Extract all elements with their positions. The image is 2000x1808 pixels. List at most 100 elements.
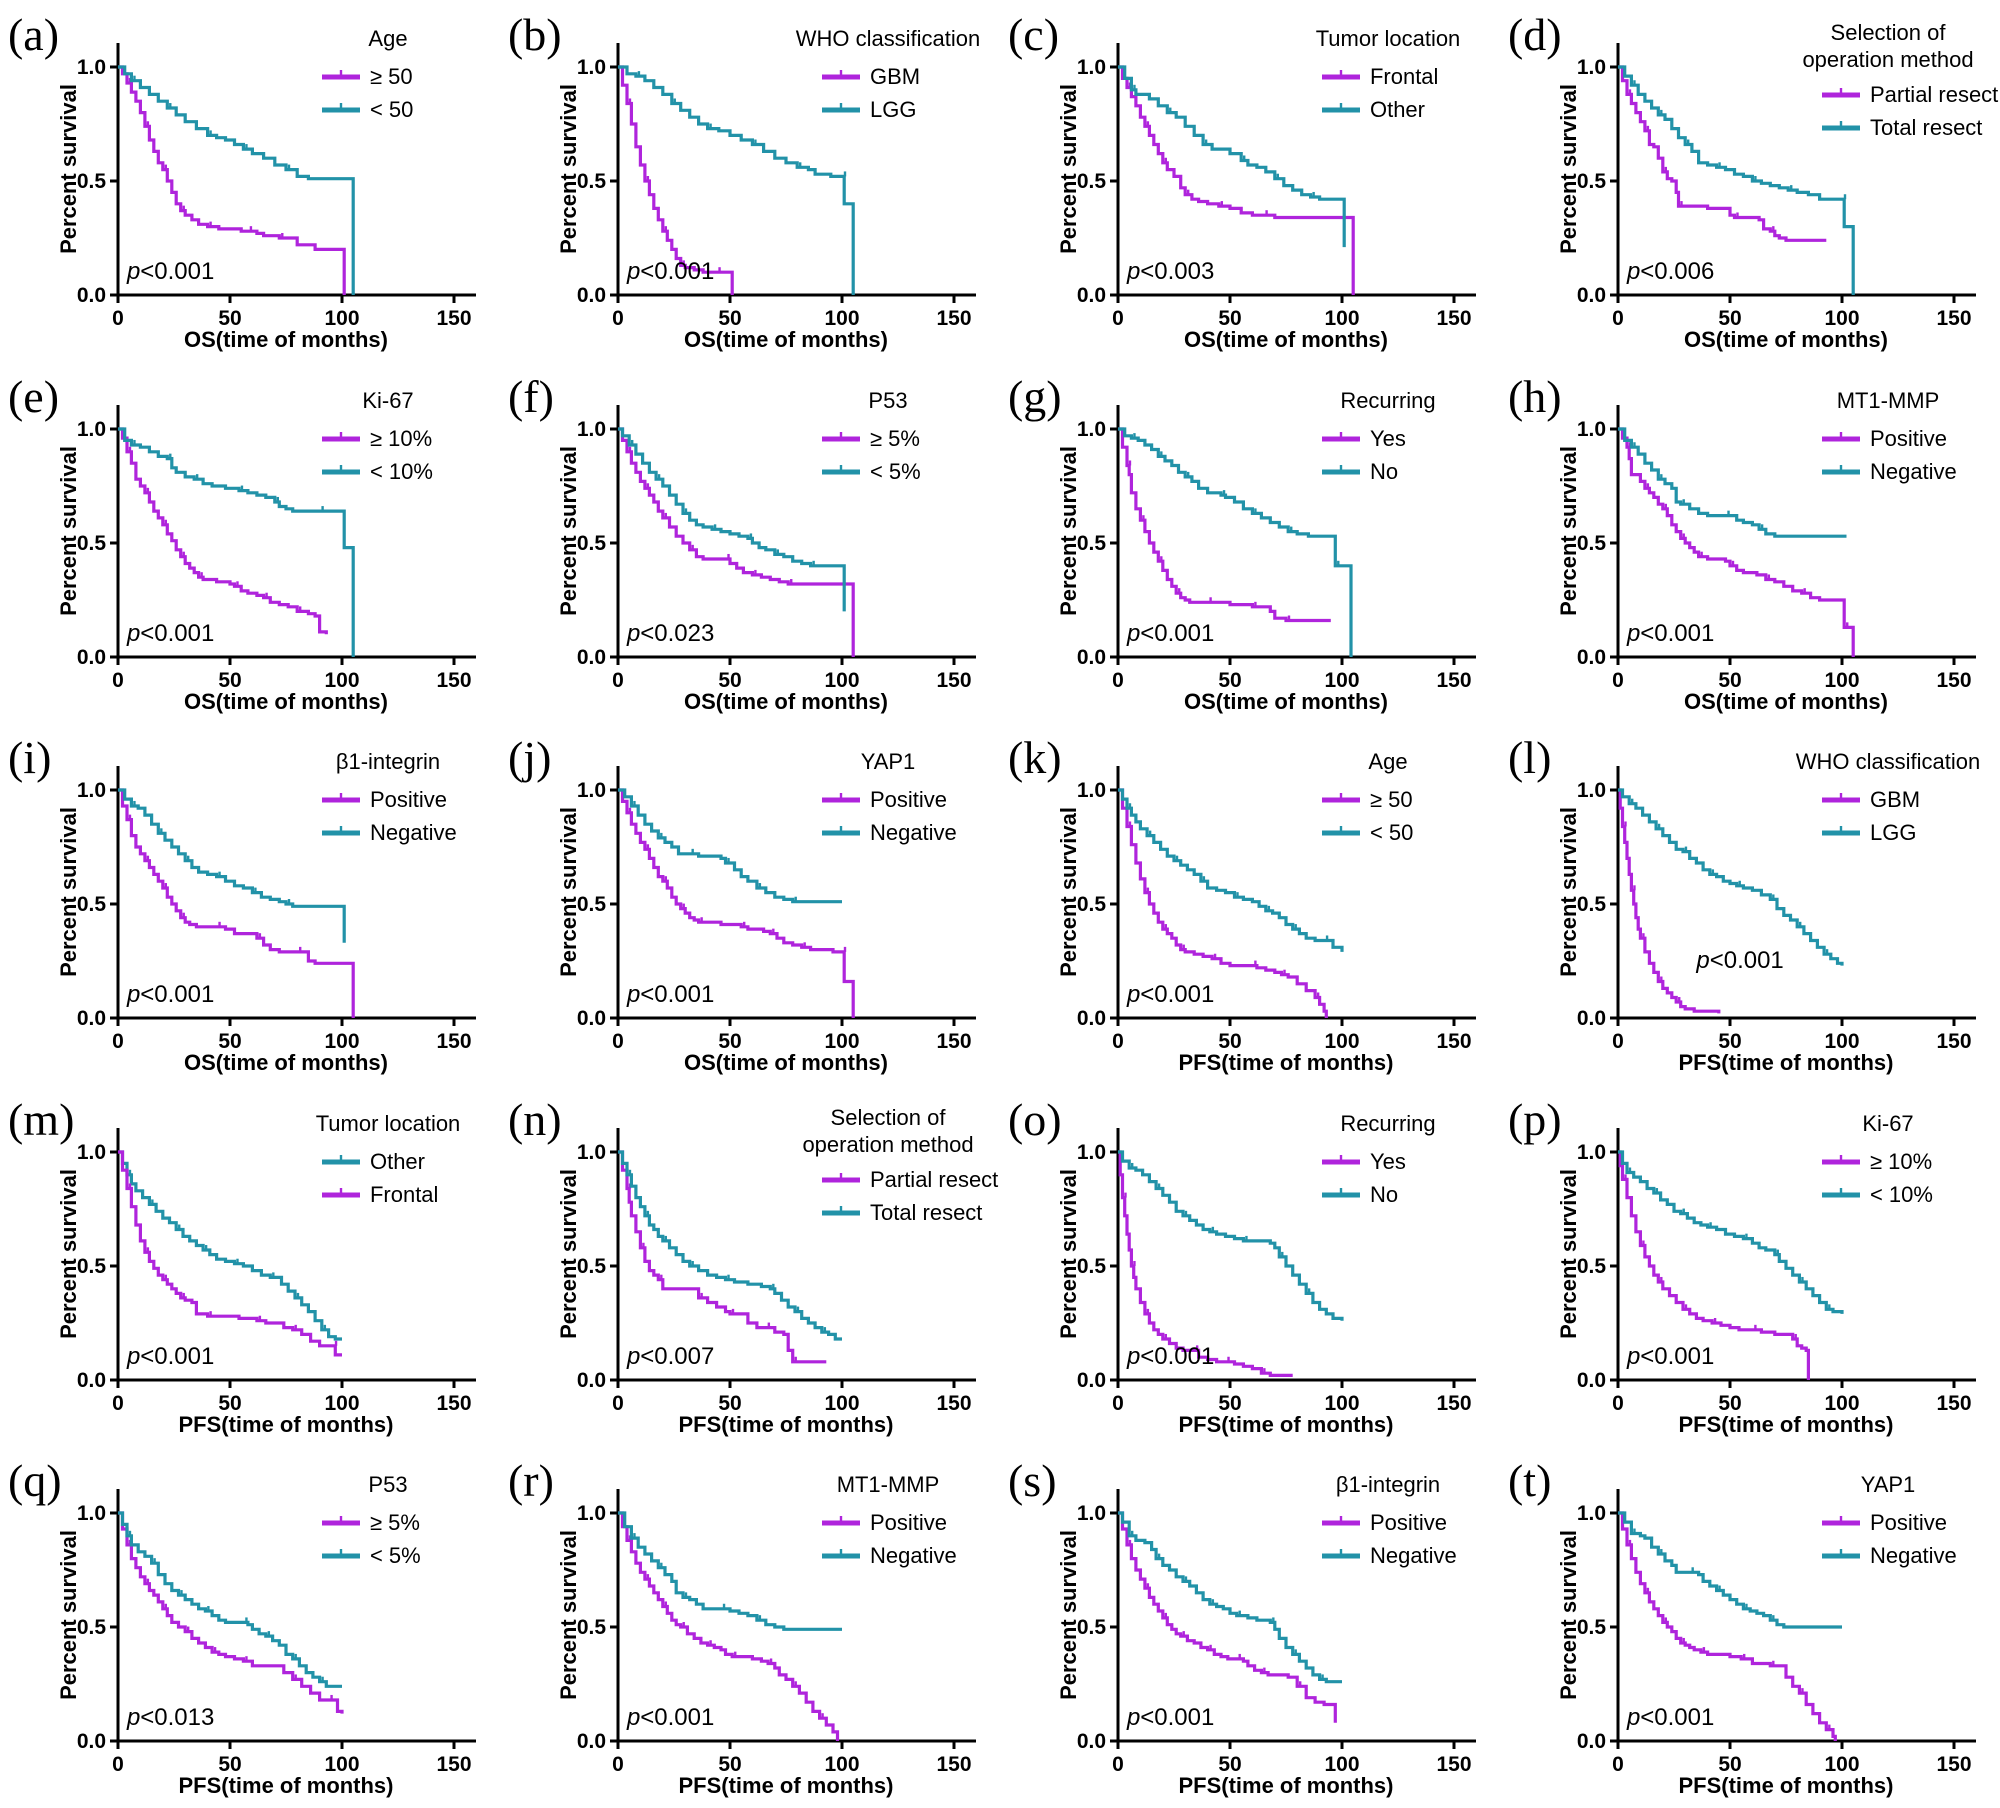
x-tick-label: 0 (1112, 669, 1124, 692)
x-tick-label: 150 (1936, 1030, 1971, 1053)
x-tick-label: 100 (1824, 1030, 1859, 1053)
x-tick-label: 50 (1718, 1392, 1741, 1415)
legend-title: Tumor location (1316, 26, 1461, 51)
km-curve-1 (118, 426, 328, 634)
panel-m: (m) 0.0 0.5 1.0 0 50 100 150 Percent survival PFS… (8, 1094, 476, 1437)
x-tick-label: 150 (1436, 307, 1471, 330)
km-curve-2 (618, 65, 855, 295)
km-curve-1 (618, 1150, 827, 1364)
km-curve-2 (1618, 65, 1855, 295)
x-tick-label: 150 (1436, 1030, 1471, 1053)
legend-entry-label: Total resect (1870, 115, 1982, 140)
p-value-label: p<0.001 (626, 258, 714, 285)
panel-label: (a) (8, 9, 59, 60)
legend: Ki-67 ≥ 10% < 10% (321, 388, 433, 484)
panel-label: (l) (1508, 732, 1551, 783)
y-tick-label: 0.5 (77, 170, 107, 193)
panel-b: (b) 0.0 0.5 1.0 0 50 100 150 Percent survival OS(… (508, 9, 980, 352)
y-tick-label: 0.0 (1077, 284, 1106, 307)
y-tick-label: 1.0 (1577, 779, 1606, 802)
legend-entry-label: LGG (1870, 820, 1916, 845)
p-value-label: p<0.023 (626, 620, 714, 647)
legend-entry-label: < 5% (370, 1543, 421, 1568)
x-tick-label: 100 (824, 1030, 859, 1053)
legend-title: WHO classification (1796, 749, 1980, 774)
km-curve-2 (618, 1150, 842, 1341)
axes (1616, 766, 1976, 1020)
y-tick-label: 0.0 (577, 1007, 606, 1030)
y-tick-label: 0.0 (1577, 1007, 1606, 1030)
y-tick-label: 0.0 (577, 646, 606, 669)
x-tick-label: 0 (612, 1753, 624, 1776)
panel-label: (h) (1508, 371, 1562, 422)
y-tick-label: 1.0 (577, 418, 606, 441)
p-value-label: p<0.001 (626, 981, 714, 1008)
y-tick-label: 1.0 (77, 1141, 106, 1164)
km-curve-2 (1118, 1150, 1344, 1321)
panel-label: (q) (8, 1455, 62, 1506)
x-tick-label: 50 (218, 1030, 241, 1053)
x-tick-label: 50 (1718, 307, 1741, 330)
y-axis-label: Percent survival (556, 1169, 581, 1339)
y-tick-label: 1.0 (1577, 1141, 1606, 1164)
x-tick-label: 100 (324, 1392, 359, 1415)
y-tick-label: 1.0 (77, 418, 106, 441)
x-tick-label: 50 (718, 1030, 741, 1053)
x-tick-label: 100 (1324, 307, 1359, 330)
y-tick-label: 0.5 (77, 1255, 107, 1278)
x-tick-label: 150 (1936, 307, 1971, 330)
y-tick-label: 1.0 (1577, 56, 1606, 79)
y-tick-label: 0.0 (1077, 1007, 1106, 1030)
x-tick-label: 0 (612, 307, 624, 330)
legend-entry-label: Positive (870, 1510, 947, 1535)
y-tick-label: 0.5 (1077, 170, 1107, 193)
p-value-label: p<0.001 (126, 258, 214, 285)
legend-title: Recurring (1340, 1111, 1435, 1136)
x-axis-label: OS(time of months) (1684, 327, 1888, 352)
x-tick-label: 150 (936, 1030, 971, 1053)
legend-entry-label: ≥ 50 (370, 64, 413, 89)
x-tick-label: 50 (218, 1753, 241, 1776)
km-curve-2 (1118, 65, 1346, 248)
y-tick-label: 0.0 (1577, 284, 1606, 307)
panel-label: (j) (508, 732, 551, 783)
legend: MT1-MMP Positive Negative (1821, 388, 1957, 484)
x-tick-label: 50 (1218, 669, 1241, 692)
x-axis-label: OS(time of months) (184, 1050, 388, 1075)
x-axis-label: OS(time of months) (684, 1050, 888, 1075)
panel-f: (f) 0.0 0.5 1.0 0 50 100 150 Percent survival OS(… (508, 371, 976, 714)
legend: P53 ≥ 5% < 5% (821, 388, 921, 484)
p-value-label: p<0.001 (1126, 981, 1214, 1008)
x-tick-label: 100 (824, 1753, 859, 1776)
y-tick-label: 0.0 (1077, 1730, 1106, 1753)
panel-n: (n) 0.0 0.5 1.0 0 50 100 150 Percent survival PFS… (508, 1094, 998, 1437)
panel-label: (s) (1008, 1455, 1057, 1506)
p-value-label: p<0.001 (1626, 1343, 1714, 1370)
legend: Age ≥ 50 < 50 (1321, 749, 1413, 845)
legend-entry-label: < 10% (370, 459, 433, 484)
panel-d: (d) 0.0 0.5 1.0 0 50 100 150 Percent survival OS(… (1508, 9, 1998, 352)
y-tick-label: 1.0 (577, 1502, 606, 1525)
x-tick-label: 150 (936, 1392, 971, 1415)
legend-entry-label: Negative (1870, 459, 1957, 484)
x-tick-label: 50 (718, 307, 741, 330)
legend-entry-label: No (1370, 1182, 1398, 1207)
legend-entry-label: GBM (1870, 787, 1920, 812)
km-curve-2 (1118, 788, 1344, 953)
x-tick-label: 150 (936, 669, 971, 692)
y-tick-label: 1.0 (577, 779, 606, 802)
legend-entry-label: Negative (1370, 1543, 1457, 1568)
p-value-label: p<0.001 (1126, 1704, 1214, 1731)
km-curve-2 (118, 1511, 342, 1689)
y-tick-label: 1.0 (577, 56, 606, 79)
y-tick-label: 0.5 (77, 1616, 107, 1639)
y-tick-label: 0.0 (1077, 1369, 1106, 1392)
y-tick-label: 1.0 (1077, 56, 1106, 79)
x-tick-label: 50 (718, 1753, 741, 1776)
legend-title: YAP1 (861, 749, 916, 774)
x-tick-label: 100 (1324, 669, 1359, 692)
legend: WHO classification GBM LGG (796, 26, 980, 122)
p-value-label: p<0.001 (626, 1704, 714, 1731)
km-curve-1 (1618, 1150, 1810, 1380)
km-curve-1 (1118, 426, 1331, 622)
